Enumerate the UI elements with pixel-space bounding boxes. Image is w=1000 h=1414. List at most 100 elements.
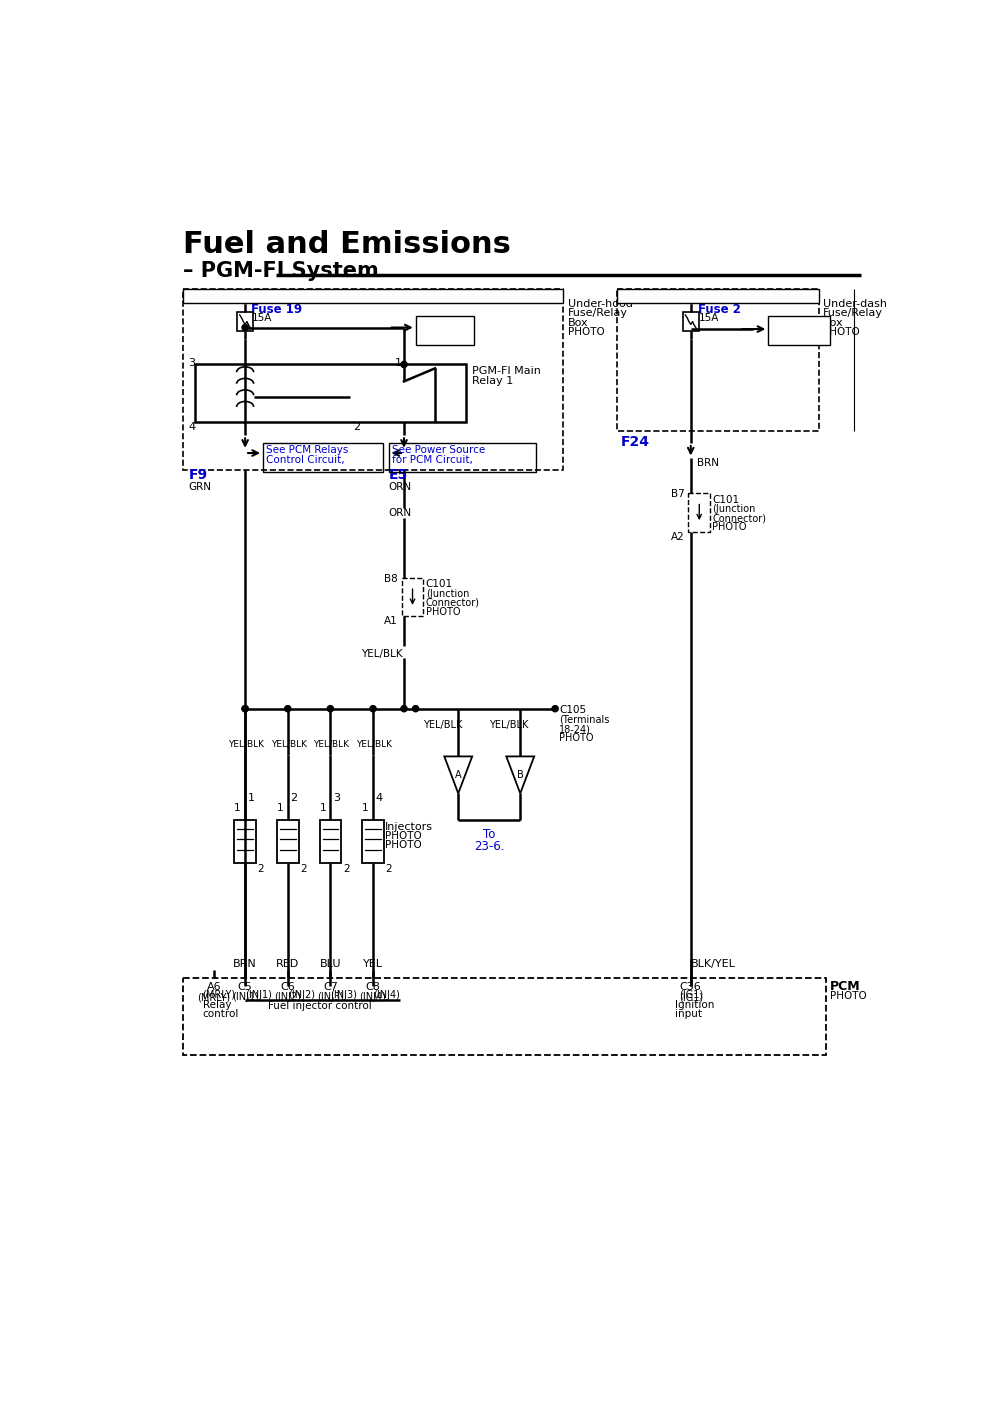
Text: C6: C6 [280, 983, 295, 993]
Text: 2: 2 [290, 793, 297, 803]
Text: (INJ3): (INJ3) [317, 993, 344, 1003]
Text: BRN: BRN [697, 458, 719, 468]
Bar [237, 312, 253, 331]
Text: 3: 3 [333, 793, 340, 803]
Text: YEL: YEL [363, 959, 383, 969]
Bar [617, 288, 819, 431]
Text: 15A: 15A [251, 312, 272, 322]
Text: PHOTO: PHOTO [385, 840, 421, 850]
Text: A6: A6 [207, 983, 221, 993]
Text: PHOTO: PHOTO [712, 522, 747, 532]
Text: HOT AT ALL TIMES: HOT AT ALL TIMES [187, 288, 276, 298]
Text: 3: 3 [189, 358, 196, 368]
Circle shape [552, 706, 558, 711]
Text: (INJ2): (INJ2) [288, 990, 315, 1000]
Bar [320, 820, 341, 863]
Text: To: To [483, 829, 495, 841]
Text: See: See [788, 322, 811, 337]
Text: 4: 4 [375, 793, 382, 803]
Text: PCM: PCM [830, 980, 861, 994]
Text: See Power Source: See Power Source [392, 445, 485, 455]
Text: E5: E5 [388, 468, 408, 482]
Bar [362, 820, 384, 863]
Text: HOT IN ON OR START: HOT IN ON OR START [621, 288, 724, 298]
Text: ORN: ORN [388, 482, 412, 492]
Bar [183, 978, 826, 1055]
Text: C101: C101 [712, 495, 740, 505]
Circle shape [285, 706, 291, 711]
Text: Under-dash: Under-dash [822, 298, 887, 310]
Text: C8: C8 [366, 983, 380, 993]
Text: Fuel and Emissions: Fuel and Emissions [183, 229, 511, 259]
Text: GRN: GRN [189, 482, 212, 492]
Bar [416, 315, 474, 345]
Text: YEL/BLK: YEL/BLK [361, 649, 403, 659]
Text: (INJ4): (INJ4) [373, 990, 400, 1000]
Text: YEL/BLK: YEL/BLK [313, 740, 349, 748]
Bar [402, 578, 423, 617]
Text: (INJ3): (INJ3) [330, 990, 357, 1000]
Text: Injectors: Injectors [385, 822, 433, 831]
Text: YEL/BLK: YEL/BLK [489, 720, 529, 730]
Text: Fuse/Relay: Fuse/Relay [822, 308, 883, 318]
Text: – PGM-FI System: – PGM-FI System [183, 260, 379, 280]
Text: C7: C7 [323, 983, 338, 993]
Text: Fuse 2: Fuse 2 [698, 303, 741, 315]
Text: 2: 2 [343, 864, 349, 874]
Text: 1: 1 [320, 803, 326, 813]
Circle shape [370, 706, 376, 711]
Text: F9: F9 [189, 468, 208, 482]
Circle shape [242, 706, 248, 711]
Text: Fuse/Relay: Fuse/Relay [568, 308, 628, 318]
Text: PGM-FI Main: PGM-FI Main [472, 366, 541, 376]
Text: YEL/BLK: YEL/BLK [356, 740, 392, 748]
Text: 10-2.: 10-2. [429, 332, 461, 346]
Bar [617, 288, 819, 303]
Text: ORN: ORN [388, 509, 412, 519]
Bar [768, 315, 830, 345]
Text: YEL/BLK: YEL/BLK [271, 740, 307, 748]
Text: C36: C36 [680, 983, 702, 993]
Text: PHOTO: PHOTO [568, 327, 605, 337]
Bar [688, 493, 710, 532]
Text: See PCM Relays: See PCM Relays [266, 445, 348, 455]
Text: (Junction: (Junction [712, 503, 756, 513]
Text: F24: F24 [621, 436, 650, 450]
Text: C101: C101 [426, 580, 453, 590]
Bar [388, 443, 536, 472]
Text: 2: 2 [258, 864, 264, 874]
Text: (IG1): (IG1) [679, 993, 703, 1003]
Text: BLU: BLU [320, 959, 341, 969]
Circle shape [401, 362, 407, 368]
Text: Box: Box [822, 318, 843, 328]
Text: Connector): Connector) [426, 598, 480, 608]
Text: (INJ2): (INJ2) [274, 993, 301, 1003]
Circle shape [242, 706, 248, 711]
Bar [263, 443, 383, 472]
Circle shape [401, 706, 407, 711]
Text: 1: 1 [247, 793, 254, 803]
Bar [683, 312, 698, 331]
Text: B8: B8 [384, 574, 398, 584]
Text: PHOTO: PHOTO [559, 734, 594, 744]
Text: YEL/BLK: YEL/BLK [228, 740, 264, 748]
Text: PHOTO: PHOTO [822, 327, 859, 337]
Text: (Terminals: (Terminals [559, 715, 609, 725]
Text: PHOTO: PHOTO [385, 831, 421, 841]
Text: (INJ1): (INJ1) [245, 990, 272, 1000]
Text: 2: 2 [385, 864, 392, 874]
Text: (INJ4): (INJ4) [360, 993, 386, 1003]
Text: Under-hood: Under-hood [568, 298, 633, 310]
Text: B7: B7 [671, 489, 685, 499]
Text: (Junction: (Junction [426, 588, 469, 598]
Text: C5: C5 [238, 983, 252, 993]
Bar [277, 820, 299, 863]
Text: 10-11.: 10-11. [779, 332, 819, 346]
Text: Box: Box [568, 318, 589, 328]
Text: BRN: BRN [233, 959, 257, 969]
Bar [183, 288, 563, 469]
Text: Relay: Relay [202, 1000, 231, 1010]
Text: B: B [517, 771, 524, 781]
Text: 4: 4 [189, 423, 196, 433]
Text: input: input [675, 1010, 702, 1019]
